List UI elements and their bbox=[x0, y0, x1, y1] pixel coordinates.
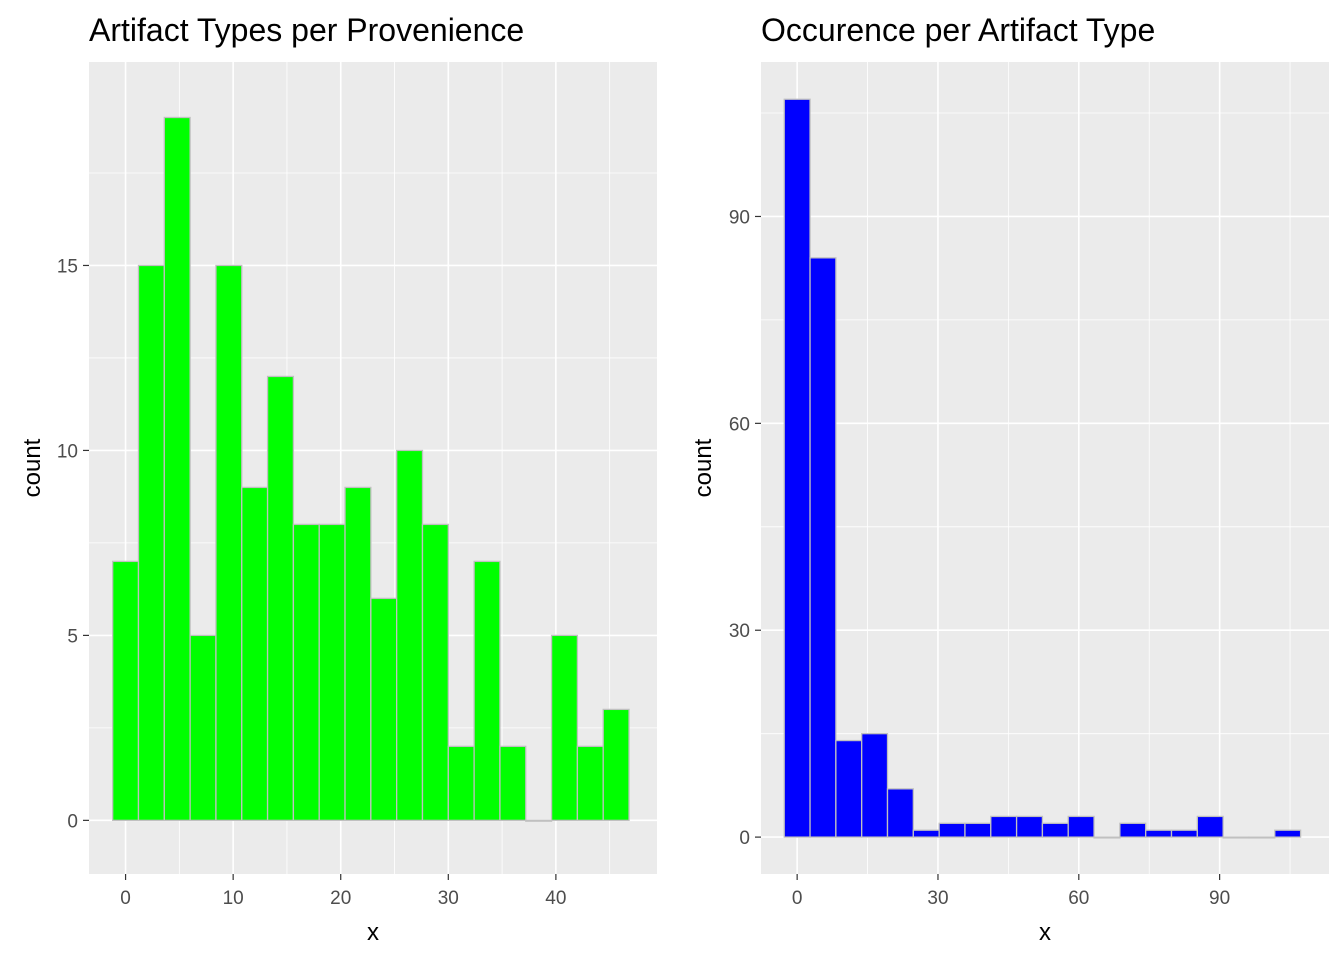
histogram-bar bbox=[550, 634, 579, 822]
histogram-bar bbox=[809, 257, 837, 838]
histogram-bar bbox=[1274, 829, 1302, 838]
x-tick-label: 20 bbox=[330, 888, 351, 909]
histogram-bar bbox=[964, 822, 992, 838]
histogram-bar bbox=[292, 523, 320, 822]
histogram-bar bbox=[421, 523, 449, 822]
histogram-bar bbox=[137, 264, 165, 822]
x-axis-label: x bbox=[367, 919, 379, 946]
histogram-bar bbox=[525, 819, 553, 822]
x-tick-label: 30 bbox=[438, 888, 459, 909]
histogram-bar bbox=[602, 708, 630, 822]
histogram-bar bbox=[912, 829, 940, 838]
y-tick-label: 0 bbox=[67, 811, 78, 832]
histogram-bar bbox=[783, 98, 811, 838]
histogram-bar bbox=[499, 745, 527, 822]
histogram-bar bbox=[344, 486, 372, 822]
histogram-bar bbox=[189, 634, 217, 822]
histogram-bar bbox=[1015, 815, 1044, 838]
y-tick-label: 60 bbox=[729, 414, 750, 435]
histogram-bar bbox=[473, 560, 501, 822]
y-tick-label: 5 bbox=[67, 626, 78, 647]
histogram-occurence: Occurence per Artifact Type 0 30 60 90 0 30 60 9… bbox=[690, 12, 1329, 946]
y-axis-label: count bbox=[19, 438, 46, 497]
x-tick-label: 0 bbox=[792, 888, 803, 909]
histogram-bar bbox=[215, 264, 243, 822]
y-tick-label: 0 bbox=[739, 828, 750, 849]
histogram-bar bbox=[1170, 829, 1198, 838]
histogram-bar bbox=[163, 116, 191, 822]
x-tick-label: 40 bbox=[545, 888, 566, 909]
y-tick-label: 10 bbox=[57, 441, 78, 462]
histogram-bar bbox=[1248, 836, 1276, 839]
histogram-bar bbox=[1041, 822, 1069, 838]
y-tick-label: 15 bbox=[57, 256, 78, 277]
histogram-bar bbox=[1119, 822, 1147, 838]
chart-title: Occurence per Artifact Type bbox=[761, 12, 1155, 48]
histogram-bar bbox=[1145, 829, 1173, 838]
x-tick-label: 0 bbox=[120, 888, 131, 909]
histogram-bar bbox=[835, 739, 863, 838]
histogram-artifact-types: Artifact Types per Provenience 0 10 20 30 40 0… bbox=[19, 12, 657, 946]
histogram-bar bbox=[861, 733, 889, 838]
histogram-bar bbox=[447, 745, 475, 822]
plot-panel bbox=[761, 62, 1329, 874]
histogram-bar bbox=[1093, 836, 1121, 839]
histogram-bar bbox=[990, 815, 1018, 838]
chart-title: Artifact Types per Provenience bbox=[89, 12, 524, 48]
histogram-bar bbox=[1067, 815, 1095, 838]
histogram-bar bbox=[241, 486, 269, 822]
histogram-bar bbox=[1196, 815, 1224, 838]
x-tick-label: 10 bbox=[223, 888, 244, 909]
histogram-bar bbox=[370, 597, 398, 822]
histogram-bar bbox=[318, 523, 346, 822]
histogram-bar bbox=[396, 449, 424, 822]
y-tick-label: 30 bbox=[729, 621, 750, 642]
histogram-bar bbox=[112, 560, 140, 822]
histogram-bar bbox=[576, 745, 604, 822]
histogram-bar bbox=[266, 375, 295, 822]
histogram-bar bbox=[1222, 836, 1250, 839]
x-tick-label: 60 bbox=[1068, 888, 1089, 909]
histogram-bar bbox=[938, 822, 966, 838]
x-tick-label: 30 bbox=[927, 888, 948, 909]
y-axis-label: count bbox=[690, 438, 717, 497]
histogram-bar bbox=[886, 788, 914, 838]
y-tick-label: 90 bbox=[729, 207, 750, 228]
x-tick-label: 90 bbox=[1209, 888, 1230, 909]
x-axis-label: x bbox=[1039, 919, 1051, 946]
